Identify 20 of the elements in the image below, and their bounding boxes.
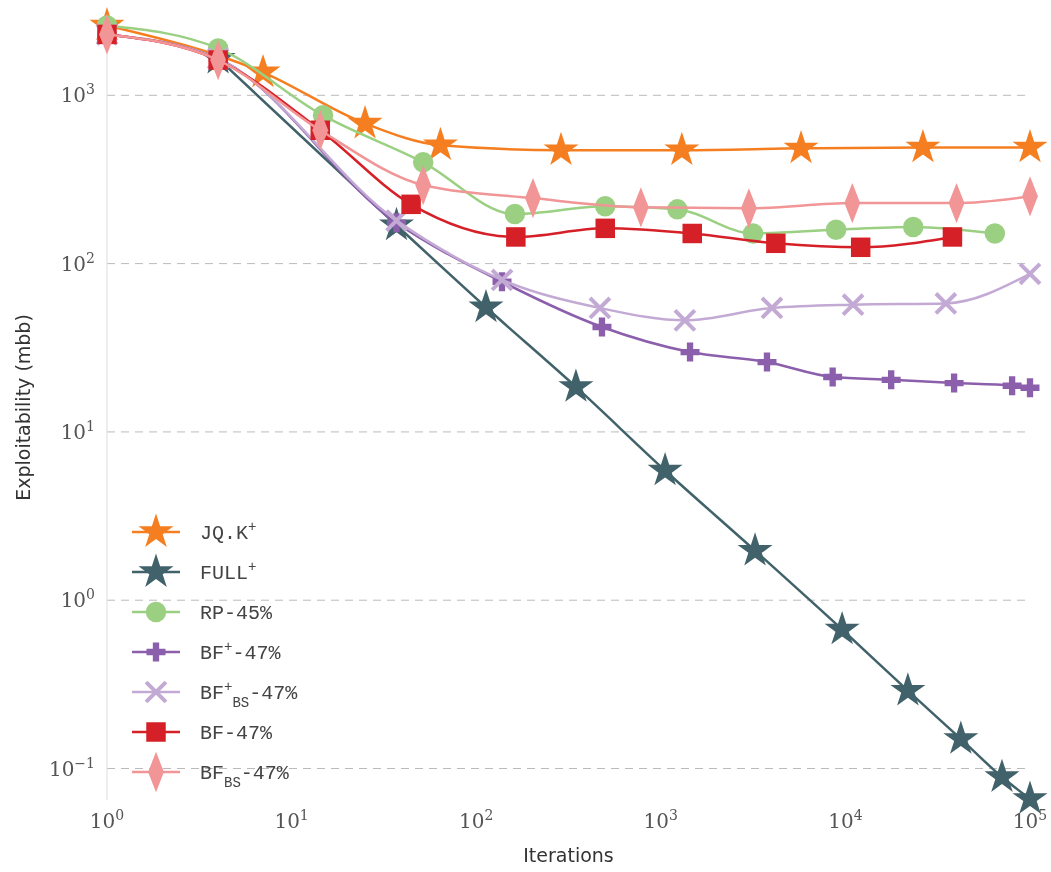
y-axis-title: Exploitability (mbb) [12,314,34,501]
x-tick-label: 10$^{4}$ [828,807,863,833]
y-tick-label: 10$^{1}$ [60,417,95,444]
y-tick-label: 10$^{0}$ [60,586,95,613]
x-tick-label: 10$^{5}$ [1012,807,1048,833]
legend-label: BF-47% [200,722,274,745]
legend-label: BF$_{BS}$-47% [200,762,290,791]
legend-label: FULL$^{+}$ [200,559,257,585]
x-tick-label: 10$^{2}$ [459,807,494,833]
legend-label: BF$^{+}$$_{BS}$-47% [200,679,299,711]
x-tick-label: 10$^{1}$ [274,807,309,833]
x-tick-label: 10$^{0}$ [89,807,125,833]
x-axis-title: Iterations [523,844,614,866]
legend-label: RP-45% [200,602,274,625]
x-tick-label: 10$^{3}$ [643,807,678,833]
y-tick-label: 10$^{−1}$ [48,754,95,781]
legend-label: JQ.K$^{+}$ [200,519,257,545]
y-tick-label: 10$^{3}$ [60,81,95,108]
y-tick-label: 10$^{2}$ [60,249,95,276]
legend-label: BF$^{+}$-47% [200,639,282,665]
